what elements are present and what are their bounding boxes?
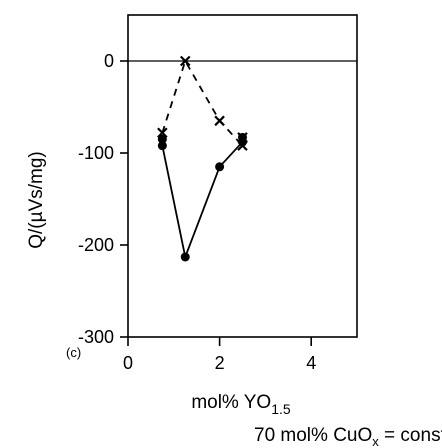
series-1-point	[157, 127, 168, 139]
series-points	[157, 55, 248, 262]
plot-border	[127, 14, 358, 338]
cross-stroke	[214, 115, 225, 127]
series-1-point	[179, 55, 191, 67]
series-2-point	[215, 162, 225, 172]
composition-note-subscript: x	[372, 434, 379, 448]
y-tick-label: -200	[78, 235, 114, 255]
x-tick-label: 4	[306, 353, 316, 373]
series-2-point	[238, 132, 247, 142]
plot-frame	[127, 14, 358, 338]
x-axis-label-subscript: 1.5	[271, 401, 291, 417]
series-1-line	[161, 58, 244, 148]
x-axis-label-main: mol% YO	[191, 392, 271, 413]
y-axis-label: Q/(µVs/mg)	[26, 151, 47, 249]
y-tick-label: -300	[78, 327, 114, 347]
series-lines	[161, 58, 244, 261]
composition-note-tail: = const.	[379, 425, 442, 446]
x-axis-label: mol% YO1.5	[191, 392, 291, 417]
series-2-point	[180, 252, 190, 262]
composition-note: 70 mol% CuOx = const.	[254, 425, 442, 448]
x-tick-label: 2	[215, 353, 225, 373]
cross-stroke	[179, 55, 191, 67]
x-tick-label: 0	[123, 353, 133, 373]
series-2-line	[161, 137, 244, 261]
y-axis-ticks: 0 -100 -200 -300	[78, 51, 128, 347]
y-tick-label: -100	[78, 143, 114, 163]
x-axis-ticks: 0 2 4	[123, 337, 316, 373]
series-2-point	[157, 134, 167, 144]
series-1-point	[214, 115, 225, 127]
cross-stroke	[157, 127, 168, 139]
series-2-point	[157, 141, 167, 151]
y-tick-label: 0	[104, 51, 114, 71]
panel-label: (c)	[66, 345, 81, 360]
composition-note-main: 70 mol% CuO	[254, 425, 372, 446]
